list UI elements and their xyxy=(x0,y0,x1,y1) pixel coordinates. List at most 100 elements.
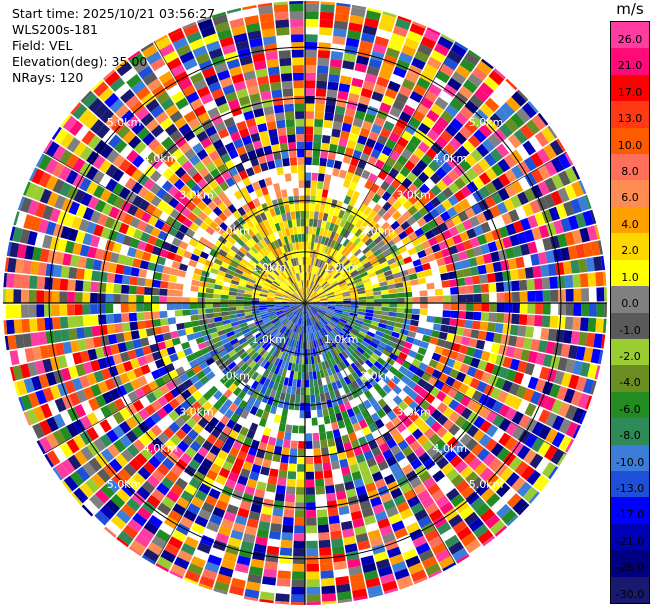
range-gate xyxy=(81,130,96,145)
range-gate xyxy=(162,266,172,275)
range-gate xyxy=(335,301,344,303)
range-gate xyxy=(45,141,60,158)
range-gate xyxy=(379,231,389,240)
range-gate xyxy=(108,134,122,149)
range-gate xyxy=(322,282,329,289)
range-gate xyxy=(438,265,448,274)
range-gate xyxy=(512,347,523,360)
range-gate xyxy=(485,263,495,274)
range-gate xyxy=(268,251,276,260)
range-gate xyxy=(354,322,363,328)
range-gate xyxy=(305,349,308,357)
range-gate xyxy=(272,319,281,326)
range-gate xyxy=(306,280,309,288)
range-gate xyxy=(160,117,174,130)
range-gate xyxy=(503,198,515,212)
range-gate xyxy=(327,332,334,341)
range-gate xyxy=(305,364,309,373)
colorbar-segment xyxy=(611,259,649,287)
range-gate xyxy=(265,153,274,163)
range-gate xyxy=(283,293,291,298)
range-gate xyxy=(168,244,179,254)
range-gate xyxy=(305,3,320,12)
range-gate xyxy=(442,406,455,419)
range-gate xyxy=(431,489,445,502)
range-gate xyxy=(526,278,535,291)
range-gate xyxy=(205,287,214,294)
range-gate xyxy=(321,270,328,279)
range-gate xyxy=(329,66,341,76)
range-gate xyxy=(237,475,249,486)
range-gate xyxy=(172,37,189,50)
range-gate xyxy=(112,154,126,168)
range-gate xyxy=(307,325,310,334)
range-gate xyxy=(381,303,390,307)
range-gate xyxy=(393,494,407,506)
range-gate xyxy=(126,444,140,458)
range-gate xyxy=(342,295,351,299)
range-gate xyxy=(182,84,196,97)
range-gate xyxy=(386,410,397,421)
range-gate xyxy=(132,258,142,268)
range-gate xyxy=(272,280,281,287)
range-gate xyxy=(185,228,196,238)
range-gate xyxy=(560,343,571,358)
range-gate xyxy=(314,386,320,395)
range-gate xyxy=(391,561,407,573)
range-gate xyxy=(197,446,209,458)
range-gate xyxy=(207,107,220,119)
range-gate xyxy=(263,236,271,245)
range-gate xyxy=(44,317,53,331)
range-gate xyxy=(306,510,317,518)
range-gate xyxy=(436,257,446,267)
range-gate xyxy=(305,65,317,73)
range-gate xyxy=(159,280,169,289)
range-gate xyxy=(288,142,297,151)
range-gate xyxy=(305,34,318,43)
range-gate xyxy=(242,328,251,335)
range-gate xyxy=(336,344,344,353)
range-gate xyxy=(151,351,162,361)
range-gate xyxy=(479,406,492,420)
range-gate xyxy=(224,478,237,490)
range-gate xyxy=(336,234,343,243)
range-gate xyxy=(175,477,188,490)
range-gate xyxy=(323,469,333,479)
range-gate xyxy=(167,289,176,297)
range-gate xyxy=(545,412,558,428)
range-gate xyxy=(551,399,563,415)
range-gate xyxy=(238,225,247,235)
range-gate xyxy=(490,477,505,492)
range-gate xyxy=(216,253,225,262)
range-gate xyxy=(312,249,316,258)
range-gate xyxy=(290,34,304,43)
range-gate xyxy=(141,480,156,494)
range-gate xyxy=(314,234,319,243)
range-gate xyxy=(256,449,266,459)
range-gate xyxy=(248,237,257,246)
range-gate xyxy=(578,258,588,273)
range-gate xyxy=(279,57,292,67)
range-gate xyxy=(236,289,245,294)
range-gate xyxy=(285,268,291,277)
range-gate xyxy=(83,269,93,281)
range-gate xyxy=(263,193,272,203)
range-gate xyxy=(159,43,175,57)
range-gate xyxy=(276,578,291,587)
range-gate xyxy=(296,471,305,480)
range-gate xyxy=(548,466,559,480)
range-gate xyxy=(427,483,441,496)
range-gate xyxy=(351,77,364,88)
range-gate xyxy=(361,325,370,331)
range-gate xyxy=(281,228,287,238)
range-gate xyxy=(300,257,303,265)
range-gate xyxy=(370,245,380,253)
range-gate xyxy=(326,430,334,440)
range-gate xyxy=(246,429,256,440)
range-gate xyxy=(284,309,292,314)
ring-label: 4.0km xyxy=(143,152,178,165)
range-gate xyxy=(358,305,367,310)
range-gate xyxy=(269,337,276,345)
range-gate xyxy=(203,33,219,45)
range-gate xyxy=(100,405,113,419)
